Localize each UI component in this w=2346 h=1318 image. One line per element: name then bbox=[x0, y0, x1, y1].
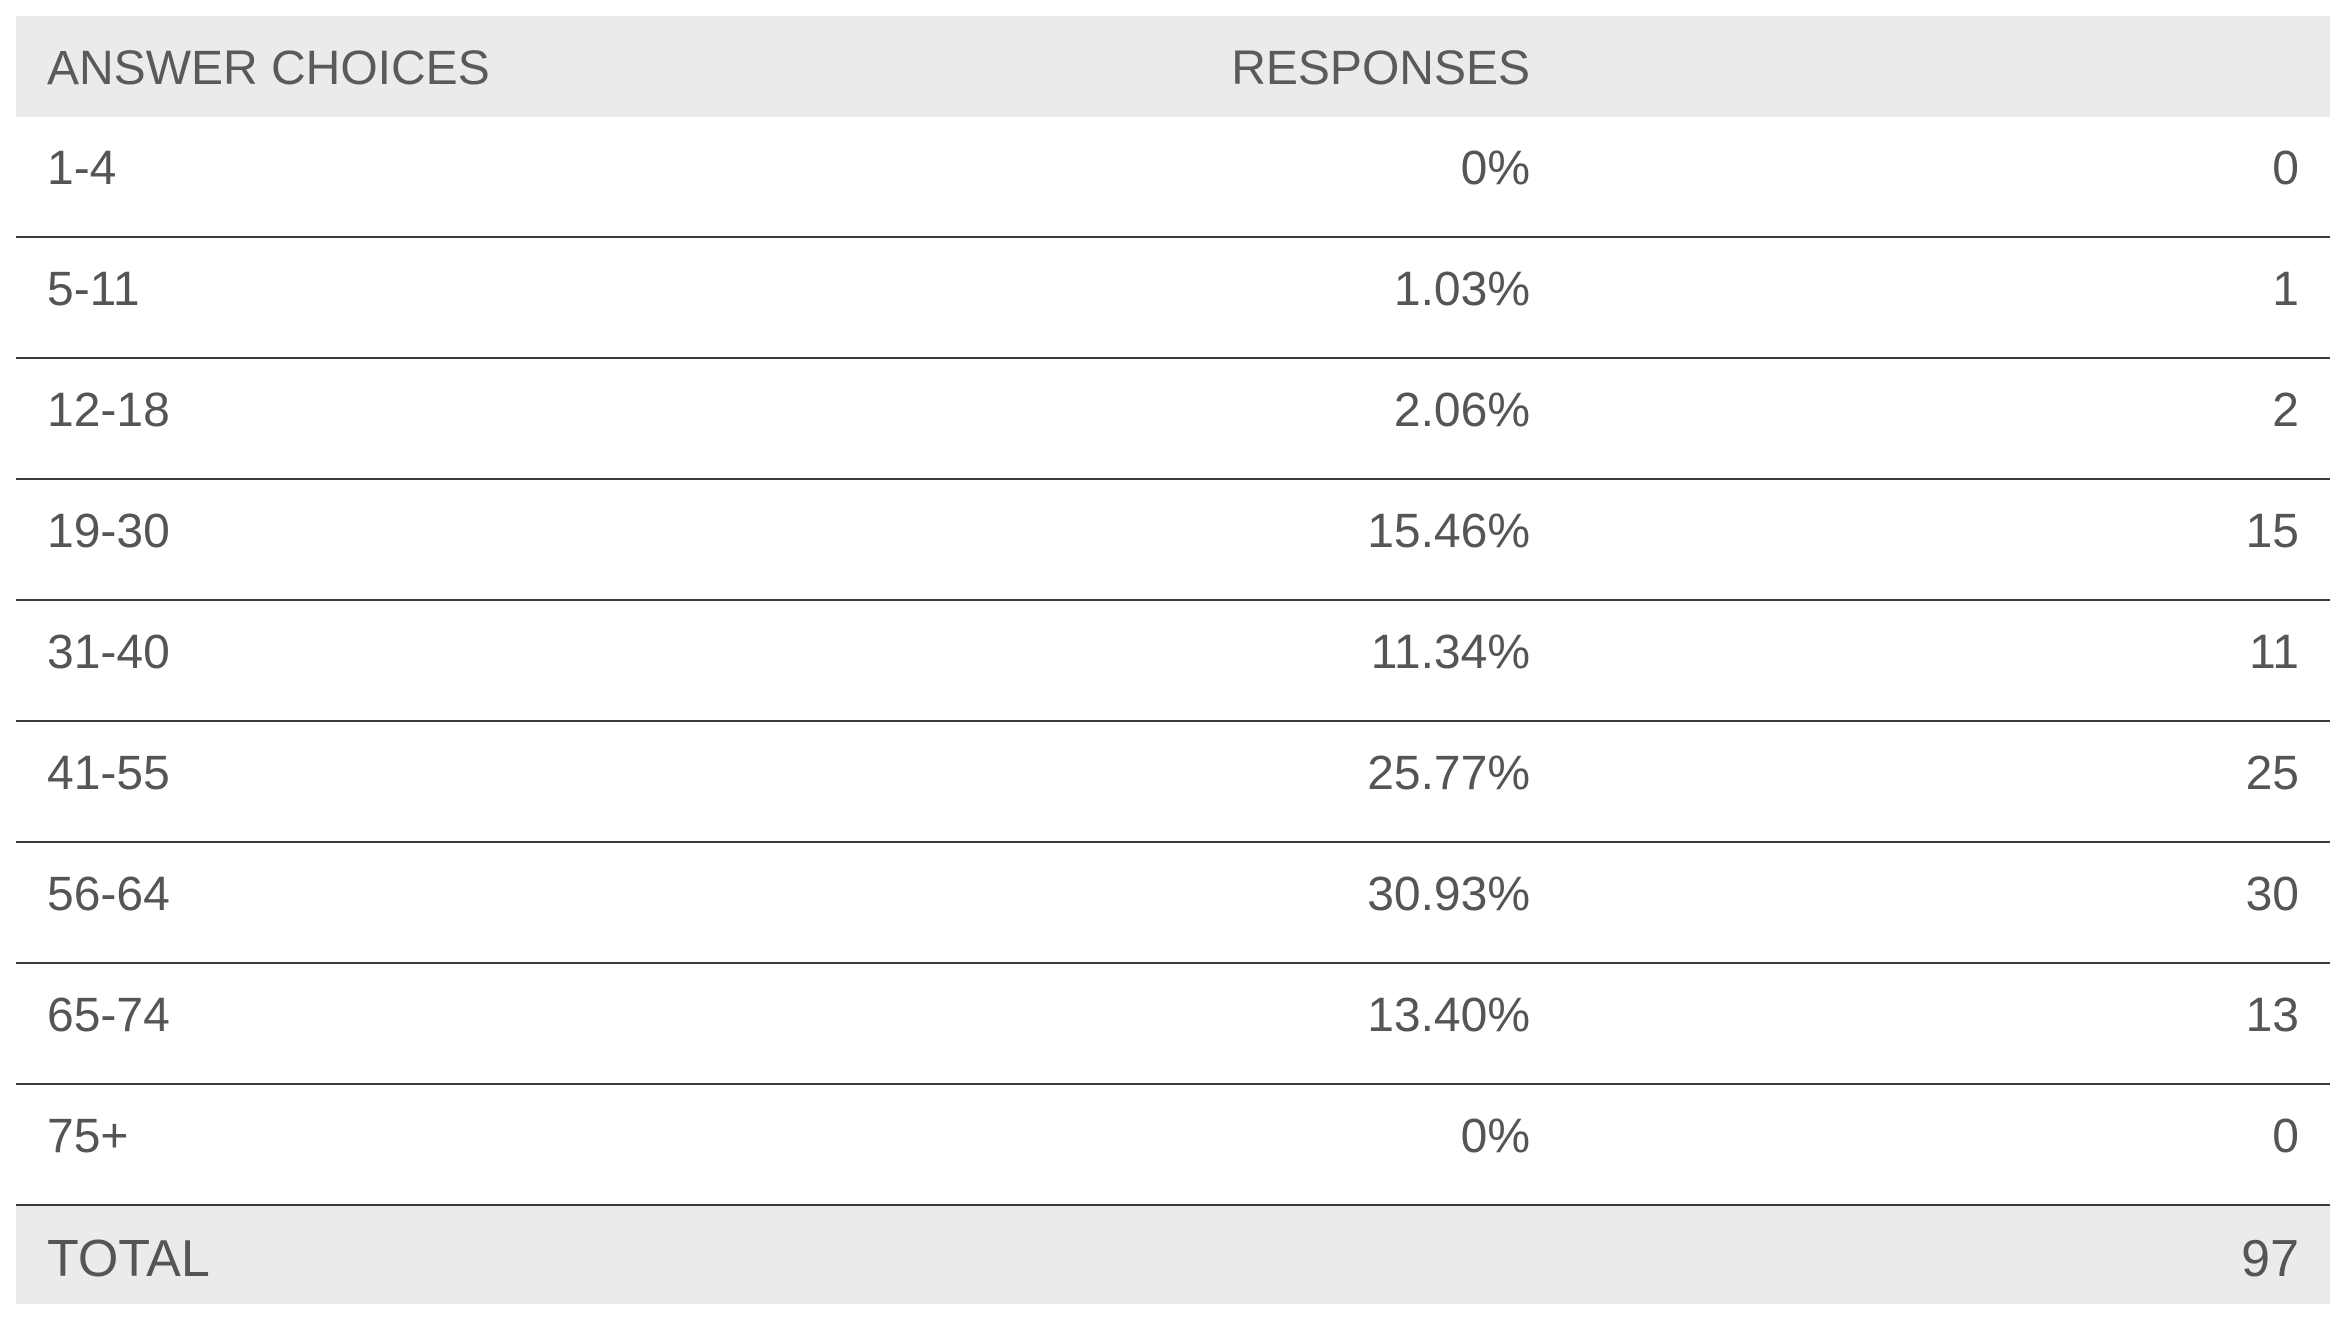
table-header-row: ANSWER CHOICES RESPONSES bbox=[16, 16, 2330, 117]
table-row: 5-11 1.03% 1 bbox=[16, 238, 2330, 359]
response-percent: 0% bbox=[1460, 1110, 1530, 1163]
answer-choice: 12-18 bbox=[47, 384, 170, 437]
total-value: 97 bbox=[2241, 1230, 2299, 1288]
table-row: 31-40 11.34% 11 bbox=[16, 601, 2330, 722]
table-row: 75+ 0% 0 bbox=[16, 1085, 2330, 1206]
answer-choice: 41-55 bbox=[47, 747, 170, 800]
answer-choice: 1-4 bbox=[47, 142, 117, 195]
table-row: 19-30 15.46% 15 bbox=[16, 480, 2330, 601]
table-row: 41-55 25.77% 25 bbox=[16, 722, 2330, 843]
response-count: 15 bbox=[2245, 505, 2299, 558]
response-count: 0 bbox=[2272, 1110, 2299, 1163]
header-responses: RESPONSES bbox=[1231, 42, 1530, 95]
response-percent: 30.93% bbox=[1367, 868, 1530, 921]
answer-choice: 31-40 bbox=[47, 626, 170, 679]
response-percent: 1.03% bbox=[1393, 263, 1530, 316]
response-count: 25 bbox=[2245, 747, 2299, 800]
response-count: 0 bbox=[2272, 142, 2299, 195]
table-total-row: TOTAL 97 bbox=[16, 1206, 2330, 1304]
response-count: 2 bbox=[2272, 384, 2299, 437]
response-count: 13 bbox=[2245, 989, 2299, 1042]
response-percent: 13.40% bbox=[1367, 989, 1530, 1042]
response-percent: 15.46% bbox=[1367, 505, 1530, 558]
table-row: 56-64 30.93% 30 bbox=[16, 843, 2330, 964]
response-count: 11 bbox=[2249, 626, 2299, 679]
answer-choice: 5-11 bbox=[47, 263, 140, 316]
responses-table: ANSWER CHOICES RESPONSES 1-4 0% 0 5-11 1… bbox=[16, 16, 2330, 1304]
response-count: 30 bbox=[2245, 868, 2299, 921]
response-percent: 0% bbox=[1460, 142, 1530, 195]
answer-choice: 65-74 bbox=[47, 989, 170, 1042]
response-percent: 11.34% bbox=[1370, 626, 1530, 679]
total-label: TOTAL bbox=[47, 1230, 210, 1288]
response-percent: 25.77% bbox=[1367, 747, 1530, 800]
response-count: 1 bbox=[2272, 263, 2299, 316]
answer-choice: 19-30 bbox=[47, 505, 170, 558]
answer-choice: 56-64 bbox=[47, 868, 170, 921]
response-percent: 2.06% bbox=[1393, 384, 1530, 437]
table-row: 65-74 13.40% 13 bbox=[16, 964, 2330, 1085]
table-row: 1-4 0% 0 bbox=[16, 117, 2330, 238]
header-answer-choices: ANSWER CHOICES bbox=[47, 42, 490, 95]
answer-choice: 75+ bbox=[47, 1110, 129, 1163]
table-row: 12-18 2.06% 2 bbox=[16, 359, 2330, 480]
